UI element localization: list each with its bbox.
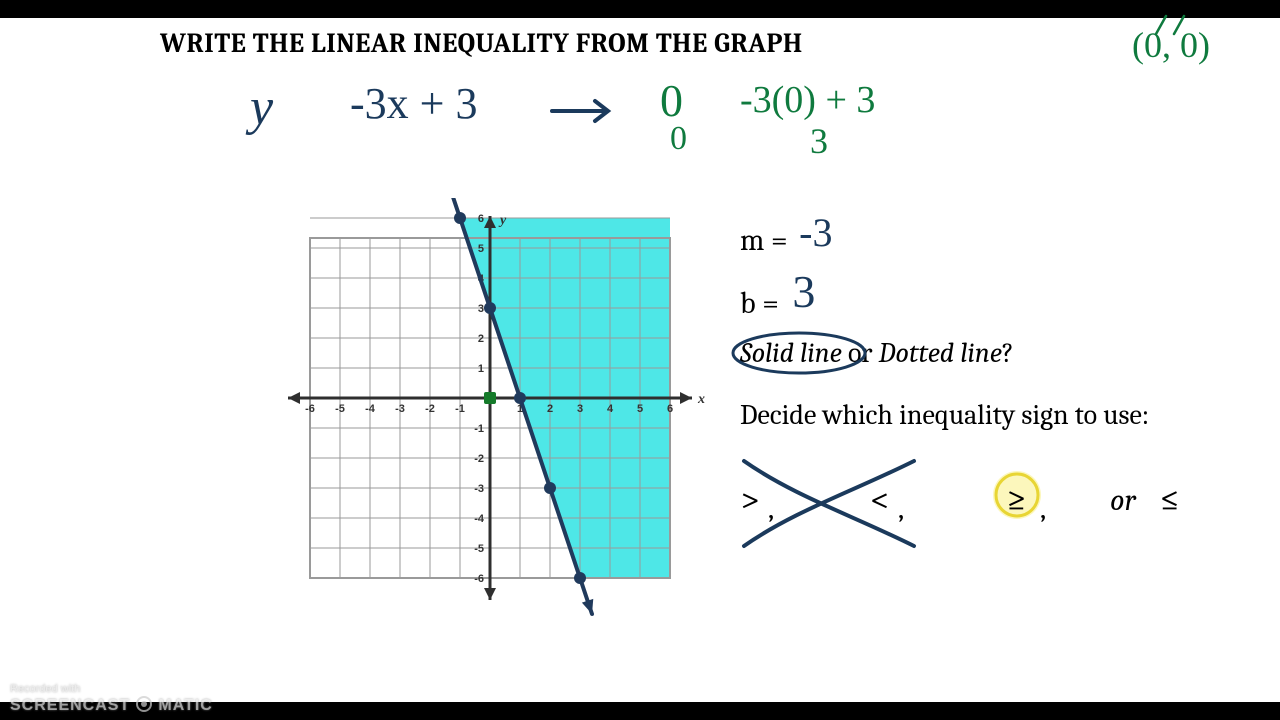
ge-sign: ≥ [1006,479,1026,520]
comma3: , [1040,491,1046,526]
watermark-logo-icon [133,696,155,712]
svg-text:x: x [697,392,705,407]
watermark-line2a: SCREENCAST [10,697,130,714]
equation-row: y -3x + 3 0 0 -3(0) + 3 3 [250,78,1150,168]
eq-lhs: y [250,78,273,137]
line-type-question: Solid line or Dotted line? [740,337,1240,369]
dotted-line-text: Dotted line [879,337,1002,369]
svg-text:5: 5 [637,403,643,415]
svg-text:-2: -2 [474,453,484,465]
strike-marks [1152,14,1192,38]
svg-text:5: 5 [478,243,484,255]
solid-circle-annotation [726,329,876,379]
arrow-icon [550,96,620,126]
or-text-2: or [1110,483,1136,518]
slide: WRITE THE LINEAR INEQUALITY FROM THE GRA… [0,18,1280,702]
right-panel: m = -3 b = 3 Solid line or Dotted line? … [740,213,1240,541]
svg-text:-6: -6 [474,573,484,585]
svg-text:-5: -5 [474,543,484,555]
svg-text:3: 3 [478,303,484,315]
b-value: 3 [792,266,815,317]
svg-text:6: 6 [667,403,673,415]
svg-text:-1: -1 [474,423,484,435]
svg-text:4: 4 [607,403,614,415]
decide-text: Decide which inequality sign to use: [740,399,1240,431]
svg-text:2: 2 [478,333,484,345]
qmark: ? [1002,337,1014,369]
svg-text:6: 6 [478,213,484,225]
le-sign: ≤ [1160,479,1180,520]
watermark-line1: Recorded with [10,682,213,696]
eq-sub-result: -3(0) + 3 [740,78,875,122]
svg-text:-1: -1 [455,403,465,415]
eq-sub-result-below: 3 [810,120,828,162]
m-label: m = [740,223,788,258]
svg-text:-2: -2 [425,403,435,415]
page-title: WRITE THE LINEAR INEQUALITY FROM THE GRA… [160,28,803,59]
cross-out-annotation [734,451,924,561]
svg-text:-4: -4 [474,513,485,525]
watermark: Recorded with SCREENCAST MATIC [10,682,213,714]
svg-text:1: 1 [478,363,484,375]
svg-text:-6: -6 [305,403,315,415]
svg-text:-3: -3 [474,483,484,495]
test-point-annotation: (0, 0) [1132,24,1210,66]
svg-text:3: 3 [577,403,583,415]
svg-text:y: y [498,213,507,228]
inequality-chart: -6-5-4-3-2-1123456-6-5-4-3-2-1123456xy [270,198,710,618]
svg-text:-4: -4 [365,403,376,415]
m-value: -3 [799,210,832,255]
svg-text:-3: -3 [395,403,405,415]
eq-rhs: -3x + 3 [350,78,477,129]
watermark-line2b: MATIC [158,697,212,714]
b-label: b = [740,286,779,321]
svg-text:2: 2 [547,403,553,415]
eq-sub-below: 0 [670,120,687,158]
svg-text:-5: -5 [335,403,345,415]
